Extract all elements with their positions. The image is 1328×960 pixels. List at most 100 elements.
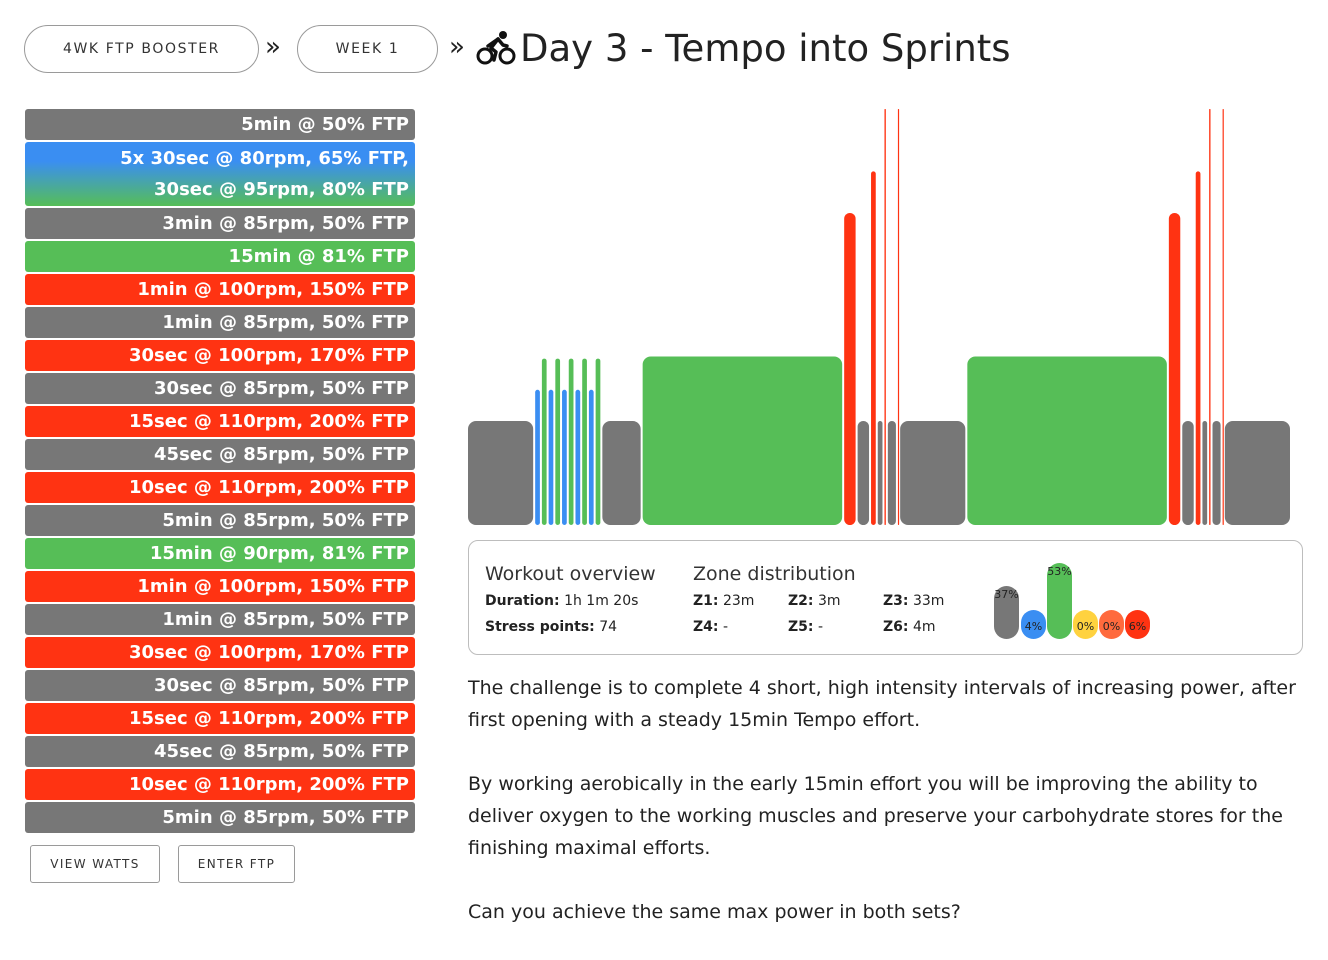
interval-label: 10sec @ 110rpm, 200% FTP <box>128 774 409 795</box>
interval-row: 1min @ 85rpm, 50% FTP <box>25 604 415 635</box>
description-paragraph: By working aerobically in the early 15mi… <box>468 773 1283 859</box>
interval-label: 30sec @ 85rpm, 50% FTP <box>154 378 409 399</box>
description-paragraph: The challenge is to complete 4 short, hi… <box>468 677 1296 731</box>
interval-row: 30sec @ 85rpm, 50% FTP <box>25 670 415 701</box>
duration-value: 1h 1m 20s <box>564 593 639 609</box>
zone-value: - <box>722 619 729 635</box>
workout-segment-bar <box>575 389 581 525</box>
workout-segment-bar <box>541 358 547 525</box>
zone-label: Z6: <box>883 619 909 635</box>
workout-segment-bar <box>1202 421 1208 525</box>
zone-distribution-heading: Zone distribution <box>693 563 856 585</box>
zone-value: 4m <box>912 619 936 635</box>
zone-value: - <box>817 619 824 635</box>
interval-label: 5min @ 50% FTP <box>241 114 409 135</box>
interval-label: 1min @ 100rpm, 150% FTP <box>137 279 409 300</box>
workout-segment-bar <box>897 109 900 525</box>
workout-segment-bar <box>602 421 641 525</box>
workout-segment-bar <box>568 358 574 525</box>
workout-segment-bar <box>1195 171 1201 525</box>
zone-value: 3m <box>817 593 841 609</box>
interval-label: 10sec @ 110rpm, 200% FTP <box>128 477 409 498</box>
view-watts-button[interactable]: VIEW WATTS <box>30 845 160 883</box>
zone-z4: Z4: - <box>693 619 728 635</box>
page-title-text: Day 3 - Tempo into Sprints <box>520 26 1011 70</box>
workout-segment-bar <box>857 421 870 525</box>
breadcrumb-separator: » <box>265 32 281 62</box>
zone-bar: 37% <box>994 585 1019 639</box>
interval-row: 5x 30sec @ 80rpm, 65% FTP, 30sec @ 95rpm,… <box>25 142 415 206</box>
plan-breadcrumb-button[interactable]: 4WK FTP BOOSTER <box>24 25 259 73</box>
interval-row: 3min @ 85rpm, 50% FTP <box>25 208 415 239</box>
workout-segment-bar <box>548 389 554 525</box>
zone-bar-label: 37% <box>994 587 1019 601</box>
zone-z2: Z2: 3m <box>788 593 841 609</box>
workout-segment-bar <box>1168 213 1181 525</box>
workout-segment-bar <box>1212 421 1221 525</box>
zone-label: Z5: <box>788 619 814 635</box>
zone-z5: Z5: - <box>788 619 823 635</box>
interval-label: 5min @ 85rpm, 50% FTP <box>162 510 409 531</box>
interval-label: 15min @ 81% FTP <box>228 246 409 267</box>
interval-label: 3min @ 85rpm, 50% FTP <box>162 213 409 234</box>
interval-label: 45sec @ 85rpm, 50% FTP <box>154 741 409 762</box>
workout-segment-bar <box>595 358 601 525</box>
interval-row: 30sec @ 100rpm, 170% FTP <box>25 637 415 668</box>
interval-label: 15sec @ 110rpm, 200% FTP <box>128 411 409 432</box>
workout-profile-chart <box>468 109 1290 525</box>
zone-z6: Z6: 4m <box>883 619 936 635</box>
zone-bar-label: 53% <box>1047 564 1072 578</box>
zone-bar: 6% <box>1125 610 1150 639</box>
interval-row: 15sec @ 110rpm, 200% FTP <box>25 406 415 437</box>
workout-description: The challenge is to complete 4 short, hi… <box>468 672 1303 960</box>
zone-label: Z2: <box>788 593 814 609</box>
workout-overview-panel: Workout overview Duration: 1h 1m 20s Str… <box>468 540 1303 655</box>
workout-segment-bar <box>1182 421 1194 525</box>
cyclist-icon <box>476 31 516 65</box>
overview-heading: Workout overview <box>485 563 656 585</box>
enter-ftp-button[interactable]: ENTER FTP <box>178 845 295 883</box>
interval-row: 1min @ 85rpm, 50% FTP <box>25 307 415 338</box>
interval-row: 45sec @ 85rpm, 50% FTP <box>25 439 415 470</box>
interval-row: 1min @ 100rpm, 150% FTP <box>25 274 415 305</box>
week-breadcrumb-button[interactable]: WEEK 1 <box>297 25 438 73</box>
interval-row: 30sec @ 85rpm, 50% FTP <box>25 373 415 404</box>
interval-label: 1min @ 100rpm, 150% FTP <box>137 576 409 597</box>
workout-segment-bar <box>844 213 856 525</box>
stress-value: 74 <box>599 619 618 635</box>
interval-row: 15sec @ 110rpm, 200% FTP <box>25 703 415 734</box>
zone-bar: 0% <box>1099 610 1124 639</box>
workout-segment-bar <box>468 421 534 525</box>
duration-label: Duration: <box>485 593 560 609</box>
interval-label: 5x 30sec @ 80rpm, 65% FTP, <box>120 148 409 169</box>
zone-label: Z3: <box>883 593 909 609</box>
stress-row: Stress points: 74 <box>485 619 617 635</box>
zone-value: 33m <box>912 593 945 609</box>
interval-label: 1min @ 85rpm, 50% FTP <box>162 312 409 333</box>
stress-label: Stress points: <box>485 619 595 635</box>
interval-row: 15min @ 90rpm, 81% FTP <box>25 538 415 569</box>
workout-segment-bar <box>871 171 876 525</box>
interval-row: 5min @ 50% FTP <box>25 109 415 140</box>
workout-segment-bar <box>884 109 886 525</box>
workout-segment-bar <box>642 356 843 525</box>
description-paragraph: Can you achieve the same max power in bo… <box>468 901 961 923</box>
workout-segment-bar <box>877 421 883 525</box>
zone-z1: Z1: 23m <box>693 593 754 609</box>
interval-label: 30sec @ 95rpm, 80% FTP <box>154 179 409 200</box>
interval-label: 5min @ 85rpm, 50% FTP <box>162 807 409 828</box>
interval-label: 1min @ 85rpm, 50% FTP <box>162 609 409 630</box>
interval-label: 30sec @ 100rpm, 170% FTP <box>128 345 409 366</box>
interval-row: 45sec @ 85rpm, 50% FTP <box>25 736 415 767</box>
workout-segment-bar <box>967 356 1167 525</box>
page-title: Day 3 - Tempo into Sprints <box>476 22 1011 74</box>
workout-segment-bar <box>588 389 594 525</box>
interval-row: 10sec @ 110rpm, 200% FTP <box>25 472 415 503</box>
zone-bar-label: 0% <box>1076 620 1095 633</box>
interval-label: 15sec @ 110rpm, 200% FTP <box>128 708 409 729</box>
zone-label: Z4: <box>693 619 719 635</box>
zone-bar: 53% <box>1047 562 1072 639</box>
zone-bar-label: 6% <box>1128 620 1147 633</box>
interval-row: 15min @ 81% FTP <box>25 241 415 272</box>
interval-row: 1min @ 100rpm, 150% FTP <box>25 571 415 602</box>
